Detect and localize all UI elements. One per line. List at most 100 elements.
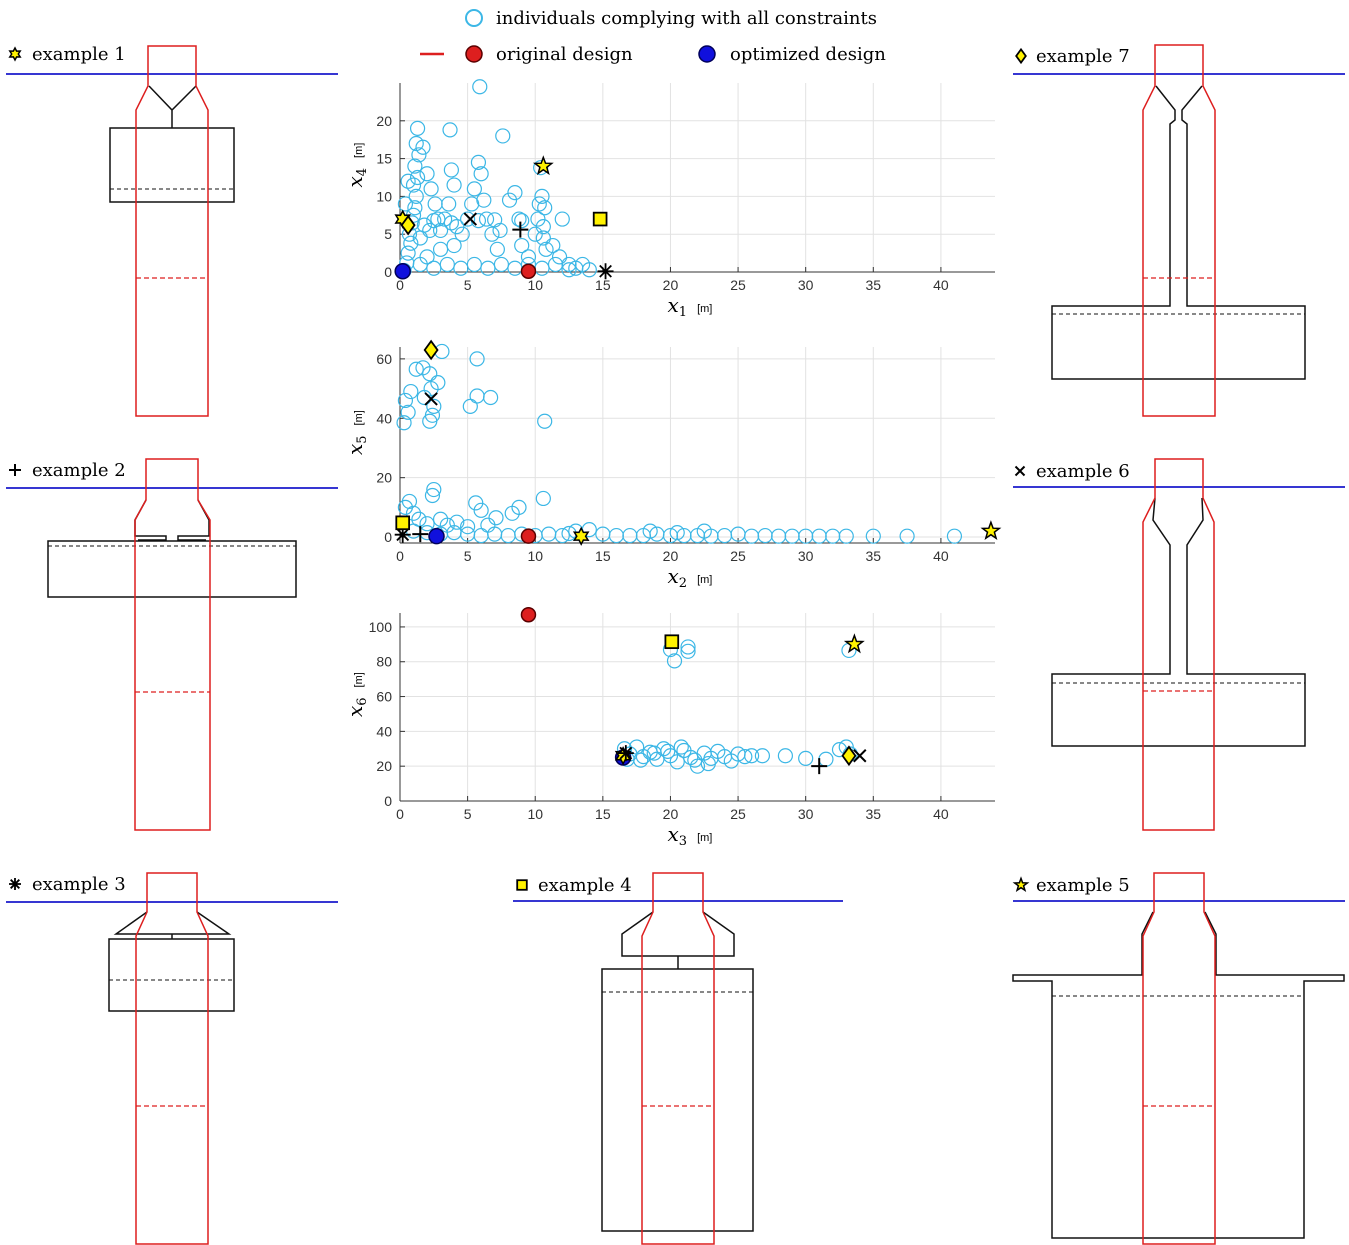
structure-outline <box>108 911 235 1012</box>
original-design-point <box>520 263 537 279</box>
example-2-label: example 2 <box>32 460 126 481</box>
example-2-point <box>811 758 828 775</box>
individual-point <box>426 212 442 229</box>
individual-point <box>460 211 476 227</box>
individual-point <box>400 404 416 420</box>
example-7-marker <box>1015 47 1027 65</box>
individual-point <box>403 235 419 251</box>
original-outline <box>641 872 715 1245</box>
y-tick-label: 0 <box>384 264 392 280</box>
individual-point <box>422 366 438 382</box>
x-tick-label: 0 <box>396 548 404 564</box>
example-3-point <box>394 526 411 543</box>
individual-point <box>472 79 488 95</box>
structure-outline <box>1012 911 1345 1239</box>
individual-point <box>483 389 499 406</box>
individual-point <box>488 510 504 526</box>
individual-point <box>545 237 561 254</box>
x-tick-label: 10 <box>527 548 543 564</box>
x-tick-label: 10 <box>527 277 543 293</box>
original-design-point <box>520 606 537 623</box>
example-3-point <box>597 263 614 280</box>
individual-point <box>405 505 422 521</box>
individual-point <box>501 192 518 208</box>
original-design-point <box>520 528 537 544</box>
example-1-point <box>572 526 590 546</box>
individual-point <box>423 181 439 197</box>
example-1-label: example 1 <box>32 44 126 65</box>
example-6-point <box>853 749 867 763</box>
individual-point <box>419 166 435 182</box>
structure-outline <box>601 911 754 1232</box>
x-tick-label: 35 <box>866 548 882 564</box>
individual-point <box>680 639 696 655</box>
example-6-point <box>463 212 478 226</box>
individual-point <box>466 181 482 197</box>
example-7-diagram: example 7 <box>1013 44 1345 417</box>
individual-point <box>737 749 753 765</box>
individual-point <box>551 249 568 265</box>
individual-point <box>487 212 503 228</box>
x-tick-label: 30 <box>798 548 814 564</box>
x-tick-label: 30 <box>798 806 814 822</box>
x-tick-label: 35 <box>866 277 882 293</box>
original-outline <box>1142 458 1215 831</box>
individual-point <box>407 158 423 174</box>
y-axis-label: x6[m] <box>343 672 370 717</box>
individual-point <box>426 481 442 498</box>
y-tick-label: 100 <box>369 619 393 635</box>
example-4-diagram: example 4 <box>513 872 843 1245</box>
x-tick-label: 0 <box>396 277 404 293</box>
individual-point <box>446 177 462 193</box>
individual-point <box>396 415 412 431</box>
legend-individuals-marker <box>465 9 483 27</box>
individual-point <box>838 528 854 544</box>
individual-point <box>696 523 712 539</box>
example-6-marker <box>1014 465 1026 477</box>
x-axis-label: x2 [m] <box>668 564 713 591</box>
individual-point <box>430 375 446 391</box>
individual-point <box>422 222 438 239</box>
x-tick-label: 15 <box>595 548 611 564</box>
individual-point <box>535 490 551 507</box>
legend-optimized-label: optimized design <box>730 44 886 65</box>
original-outline <box>1142 872 1216 1245</box>
x-tick-label: 15 <box>595 277 611 293</box>
individual-point <box>409 169 426 186</box>
structure-outline <box>109 85 235 203</box>
example-3-diagram: example 3 <box>6 872 338 1245</box>
individual-point <box>422 413 438 429</box>
individual-point <box>473 166 489 182</box>
x-tick-label: 10 <box>527 806 543 822</box>
individual-point <box>454 226 470 242</box>
individual-point <box>666 653 683 669</box>
individual-point <box>530 211 546 227</box>
x-tick-label: 5 <box>464 548 472 564</box>
y-tick-label: 5 <box>384 226 392 242</box>
y-tick-label: 60 <box>376 689 392 705</box>
example-5-marker <box>1012 876 1030 893</box>
x-tick-label: 5 <box>464 277 472 293</box>
example-5-point <box>980 520 1002 540</box>
legend-original-marker <box>465 45 483 63</box>
individual-point <box>511 211 527 227</box>
y-tick-label: 0 <box>384 529 392 545</box>
individual-point <box>554 527 570 544</box>
example-3-point <box>617 745 634 762</box>
individual-point <box>537 413 553 429</box>
x-tick-label: 5 <box>464 806 472 822</box>
individual-point <box>507 185 523 201</box>
example-4-marker <box>516 879 528 891</box>
example-6-point <box>424 392 438 406</box>
individual-point <box>476 192 492 208</box>
individual-point <box>408 188 424 204</box>
individual-point <box>424 487 441 504</box>
legend: individuals complying with all constrain… <box>420 8 886 65</box>
original-outline <box>135 872 209 1245</box>
individual-point <box>495 128 511 144</box>
y-tick-label: 40 <box>376 410 392 426</box>
individual-point <box>534 188 550 204</box>
individual-point <box>419 249 435 265</box>
